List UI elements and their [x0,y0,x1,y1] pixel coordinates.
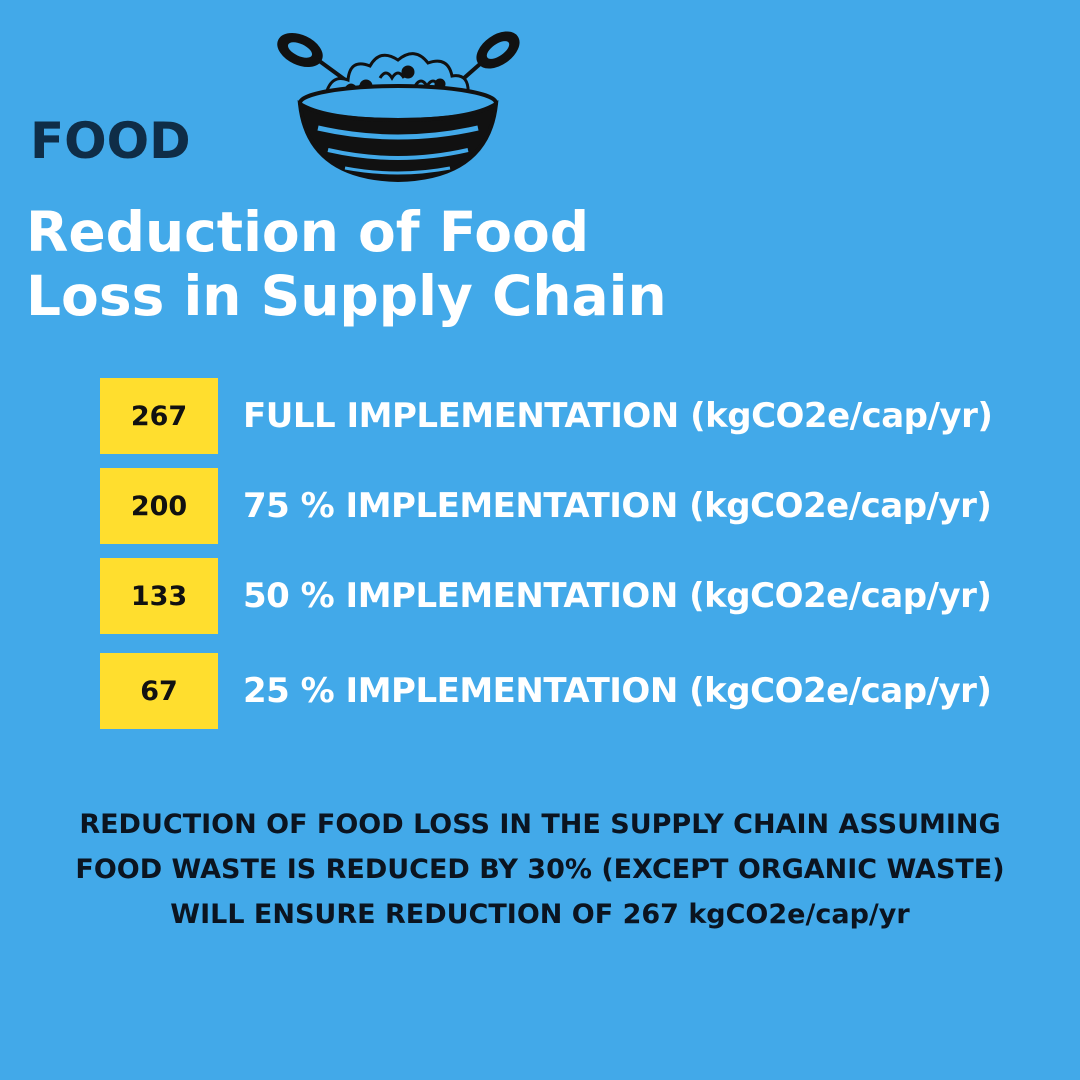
implementation-row-full: 267 FULL IMPLEMENTATION (kgCO2e/cap/yr) [100,378,1080,454]
implementation-row-75: 200 75 % IMPLEMENTATION (kgCO2e/cap/yr) [100,468,1080,544]
row-label: 75 % IMPLEMENTATION (kgCO2e/cap/yr) [243,486,992,526]
value-badge: 267 [100,378,218,454]
row-label: 25 % IMPLEMENTATION (kgCO2e/cap/yr) [243,671,992,711]
bowl-body [297,84,499,183]
row-label: FULL IMPLEMENTATION (kgCO2e/cap/yr) [243,396,993,436]
title-line-1: Reduction of Food [26,200,590,264]
implementation-row-50: 133 50 % IMPLEMENTATION (kgCO2e/cap/yr) [100,558,1080,634]
page-title: Reduction of Food Loss in Supply Chain [26,200,667,328]
value-badge: 67 [100,653,218,729]
value-badge: 200 [100,468,218,544]
category-label: FOOD [30,112,191,170]
summary-text: REDUCTION OF FOOD LOSS IN THE SUPPLY CHA… [75,809,1005,930]
implementation-row-25: 67 25 % IMPLEMENTATION (kgCO2e/cap/yr) [100,653,1080,729]
value-badge: 133 [100,558,218,634]
title-line-2: Loss in Supply Chain [26,264,667,328]
salad-bowl-icon [277,31,520,183]
row-label: 50 % IMPLEMENTATION (kgCO2e/cap/yr) [243,576,992,616]
